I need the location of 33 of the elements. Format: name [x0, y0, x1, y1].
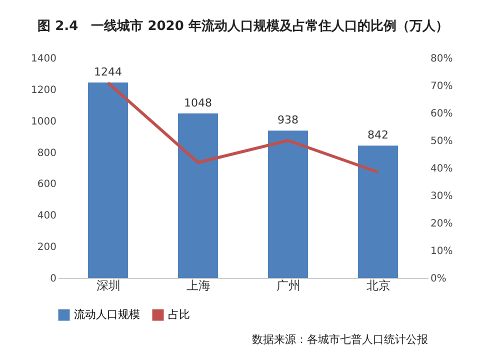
chart-title: 图 2.4 一线城市 2020 年流动人口规模及占常住人口的比例（万人）	[38, 18, 448, 34]
y2-tick-label: 40%	[430, 164, 453, 174]
y2-tick-label: 30%	[430, 191, 453, 202]
source-note: 数据来源：各城市七普人口统计公报	[252, 333, 428, 346]
y-tick-label: 1400	[31, 54, 56, 64]
x-tick-label: 广州	[276, 278, 300, 292]
y-tick-label: 200	[37, 242, 56, 254]
y-tick-label: 800	[37, 148, 56, 159]
x-tick-label: 北京	[366, 278, 390, 292]
y2-tick-label: 0%	[430, 274, 446, 284]
y-tick-label: 1000	[31, 116, 56, 128]
y2-tick-label: 10%	[430, 246, 453, 257]
bar	[358, 146, 398, 278]
bar	[268, 130, 308, 278]
y2-tick-label: 20%	[430, 218, 453, 230]
y2-tick-label: 70%	[430, 81, 453, 92]
y2-tick-label: 60%	[430, 108, 453, 120]
x-tick-label: 上海	[186, 278, 210, 292]
y2-tick-label: 80%	[430, 54, 453, 64]
y-tick-label: 1200	[31, 84, 56, 96]
bar	[178, 113, 218, 278]
legend-label: 流动人口规模	[74, 308, 140, 321]
y-tick-label: 0	[50, 274, 56, 284]
y-tick-label: 400	[37, 210, 56, 222]
x-tick-label: 深圳	[96, 278, 120, 292]
data-label: 1244	[94, 66, 122, 79]
y-tick-label: 600	[37, 179, 56, 190]
bar	[88, 82, 128, 278]
data-label: 938	[278, 114, 298, 127]
legend-label: 占比	[168, 308, 190, 321]
data-label: 1048	[184, 96, 212, 110]
data-label: 842	[368, 128, 388, 142]
y2-tick-label: 50%	[430, 136, 453, 147]
